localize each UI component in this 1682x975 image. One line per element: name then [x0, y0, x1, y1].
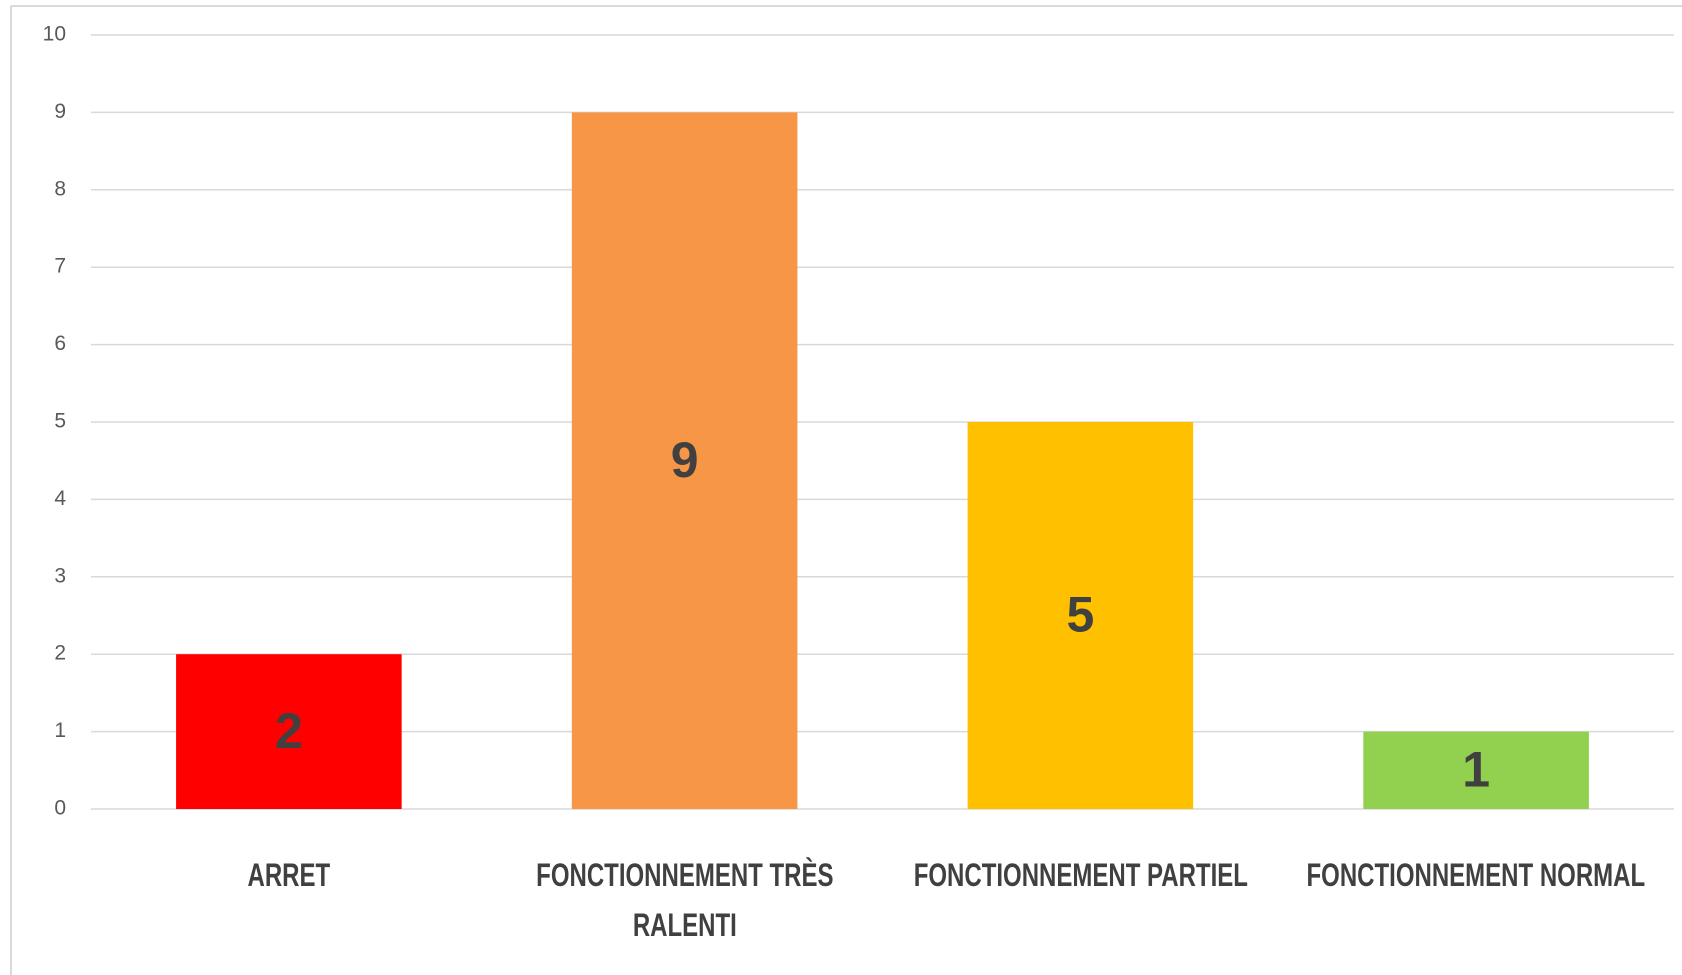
y-tick-label: 10: [43, 23, 66, 46]
x-tick-label: ARRET: [247, 857, 331, 893]
data-label: 5: [1066, 587, 1094, 643]
y-tick-label: 5: [54, 410, 66, 433]
y-tick-label: 2: [54, 642, 66, 665]
x-tick-label: FONCTIONNEMENT PARTIEL: [913, 857, 1248, 893]
y-tick-label: 8: [54, 177, 66, 200]
x-tick-label: FONCTIONNEMENT TRÈS RALENTI: [535, 857, 834, 943]
y-tick-label: 7: [54, 255, 66, 278]
bar: [1363, 731, 1589, 809]
y-tick-label: 3: [54, 564, 66, 587]
data-label: 1: [1462, 742, 1490, 798]
y-tick-label: 9: [54, 100, 66, 123]
x-tick-label: FONCTIONNEMENT NORMAL: [1306, 857, 1646, 893]
data-label: 9: [671, 432, 699, 488]
bar: [176, 654, 402, 809]
y-tick-label: 4: [54, 487, 66, 510]
bar: [967, 422, 1194, 809]
y-tick-label: 6: [54, 332, 66, 355]
y-tick-label: 1: [54, 719, 66, 742]
data-label: 2: [275, 703, 303, 759]
bar: [571, 112, 798, 809]
y-tick-label: 0: [54, 797, 66, 820]
